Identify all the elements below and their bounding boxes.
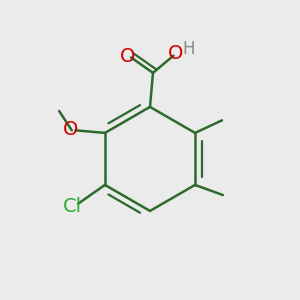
Text: O: O: [120, 46, 135, 65]
Text: H: H: [183, 40, 195, 58]
Text: O: O: [63, 120, 79, 139]
Text: O: O: [168, 44, 184, 63]
Text: Cl: Cl: [63, 197, 82, 216]
